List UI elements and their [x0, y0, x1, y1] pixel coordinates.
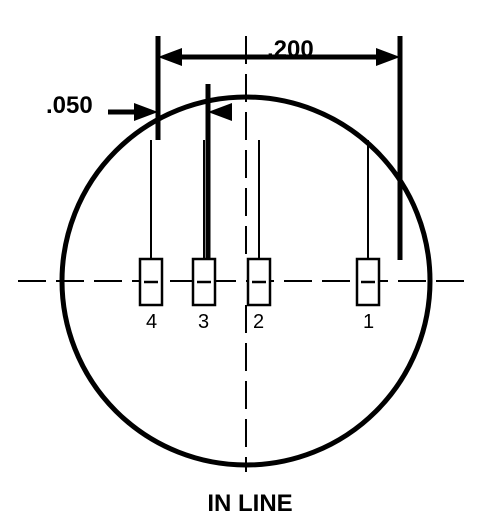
pin-label-3: 3 [198, 311, 209, 333]
dim-050-label: .050 [46, 92, 93, 120]
dim-050-arrow-left [134, 103, 158, 121]
dim-200-arrow-left [158, 48, 182, 66]
dim-050-arrow-right [208, 103, 232, 121]
pin-2 [248, 259, 270, 305]
pin-4 [140, 259, 162, 305]
pin-label-2: 2 [253, 311, 264, 333]
diagram-svg: 1 2 3 4 [0, 0, 500, 480]
dim-200-arrow-right [376, 48, 400, 66]
pin-1 [357, 259, 379, 305]
diagram-container: 1 2 3 4 .200 .050 [0, 0, 500, 480]
diagram-title: IN LINE [0, 490, 500, 518]
pin-label-4: 4 [146, 311, 157, 333]
dim-200-label: .200 [267, 36, 314, 64]
pin-label-1: 1 [363, 311, 374, 333]
pin-3 [193, 259, 215, 305]
